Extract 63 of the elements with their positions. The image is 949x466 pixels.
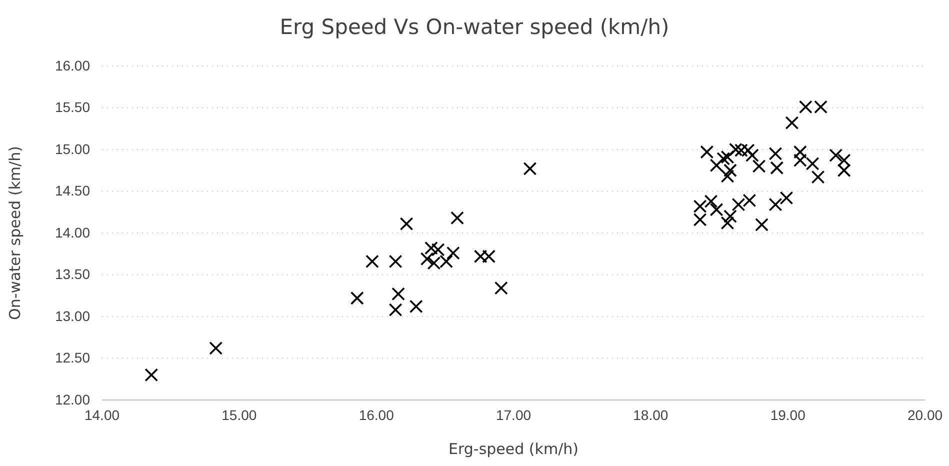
y-tick-label: 15.00	[54, 140, 90, 157]
point	[144, 368, 158, 382]
point	[431, 242, 445, 256]
x-tick-label: 17.00	[496, 406, 532, 423]
point	[420, 252, 434, 266]
chart-title: Erg Speed Vs On-water speed (km/h)	[280, 15, 670, 39]
point	[734, 144, 748, 158]
point	[693, 200, 707, 213]
point	[724, 210, 737, 224]
point	[768, 198, 782, 212]
point	[770, 161, 784, 175]
y-tick-label: 13.00	[54, 308, 90, 324]
point	[720, 216, 734, 230]
x-tick-label: 20.00	[907, 406, 943, 423]
point	[700, 145, 714, 159]
y-axis-title: On-water speed (km/h)	[6, 146, 24, 320]
point	[350, 291, 364, 305]
y-tick-label: 14.50	[54, 182, 90, 199]
x-tick-label: 15.00	[222, 406, 257, 423]
y-tick-label: 13.50	[54, 266, 90, 282]
point	[720, 150, 734, 164]
point	[793, 145, 807, 159]
point	[523, 162, 537, 176]
point	[742, 194, 756, 208]
x-tick-label: 18.00	[633, 406, 668, 423]
point	[710, 158, 724, 172]
point	[837, 154, 851, 168]
point	[724, 164, 737, 178]
point	[392, 287, 405, 301]
x-tick-label: 19.00	[770, 406, 806, 423]
x-tick-label: 16.00	[358, 406, 394, 423]
point	[494, 281, 508, 295]
point	[409, 300, 423, 314]
point	[780, 191, 794, 205]
point	[400, 217, 414, 231]
y-tick-label: 15.50	[54, 99, 90, 116]
point	[811, 170, 825, 184]
y-tick-label: 16.00	[54, 57, 90, 74]
point	[720, 170, 734, 183]
point	[388, 303, 402, 317]
y-tick-label: 12.50	[54, 350, 90, 366]
point	[745, 148, 759, 162]
y-tick-label: 14.00	[54, 224, 90, 240]
x-tick-label: 14.00	[84, 406, 120, 423]
point	[366, 254, 379, 268]
point	[446, 246, 460, 260]
point	[785, 116, 799, 130]
point	[704, 194, 718, 208]
point	[755, 218, 768, 232]
point	[768, 146, 782, 160]
point	[209, 342, 223, 355]
point	[837, 164, 851, 178]
point	[716, 152, 730, 166]
x-axis-title: Erg-speed (km/h)	[448, 440, 578, 458]
y-tick-label: 12.00	[54, 391, 90, 408]
point	[693, 212, 707, 226]
point	[710, 202, 724, 216]
point	[829, 148, 843, 162]
point	[752, 159, 766, 173]
point	[732, 198, 746, 212]
point	[450, 211, 464, 225]
point	[424, 241, 438, 255]
point	[388, 254, 402, 268]
